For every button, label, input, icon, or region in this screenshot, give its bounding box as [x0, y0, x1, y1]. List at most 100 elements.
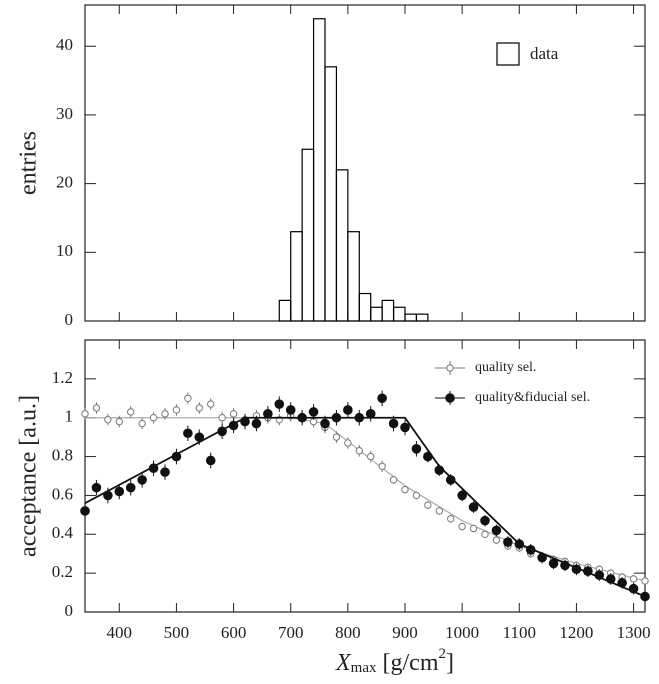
- x-tick-label: 900: [392, 623, 418, 642]
- x-tick-label: 1300: [617, 623, 651, 642]
- y-tick-label: 0: [65, 601, 74, 620]
- data-point: [629, 575, 638, 583]
- x-axis-label: Xmax [g/cm2]: [335, 646, 454, 676]
- data-point: [640, 591, 650, 602]
- data-point: [194, 432, 205, 442]
- x-tick-label: 500: [164, 623, 190, 642]
- histogram-bar: [312, 18, 326, 322]
- data-point: [184, 394, 192, 402]
- data-point: [571, 564, 582, 575]
- legend-label: quality&fiducial sel.: [475, 390, 590, 405]
- histogram-bar: [381, 299, 395, 322]
- data-point: [560, 560, 570, 571]
- legend-label: data: [530, 44, 559, 63]
- bottom-frame: [84, 339, 646, 613]
- data-point: [171, 451, 182, 462]
- histogram-bar: [290, 231, 303, 322]
- data-point: [389, 476, 398, 484]
- data-point: [594, 570, 605, 580]
- data-point: [412, 491, 421, 500]
- data-point: [641, 577, 649, 585]
- data-point: [114, 486, 125, 497]
- x-tick-label: 600: [221, 623, 247, 642]
- y-tick-label: 30: [56, 104, 73, 123]
- y-tick-label: 1.2: [52, 368, 73, 387]
- data-point: [218, 414, 226, 422]
- data-point: [411, 444, 422, 454]
- data-point: [115, 417, 123, 426]
- histogram-bar: [324, 66, 338, 322]
- x-tick-label: 1100: [503, 623, 536, 642]
- histogram-bar: [404, 313, 418, 322]
- y-tick-label: 0.6: [52, 484, 73, 503]
- histogram-bar: [301, 148, 315, 322]
- data-point: [617, 578, 627, 588]
- data-point: [605, 574, 616, 584]
- data-point: [160, 467, 170, 477]
- data-point: [377, 393, 387, 404]
- x-label-unit: [g/cm: [383, 650, 439, 676]
- data-point: [148, 463, 159, 474]
- legend-marker: [446, 364, 454, 372]
- data-point: [195, 404, 203, 412]
- data-point: [355, 447, 363, 455]
- x-label-sub: max: [351, 660, 377, 676]
- data-point: [525, 545, 536, 555]
- data-point: [161, 410, 169, 418]
- data-point: [434, 465, 445, 475]
- legend-label: quality sel.: [475, 360, 536, 375]
- data-point: [468, 502, 479, 512]
- data-point: [423, 451, 433, 462]
- data-point: [207, 400, 215, 408]
- x-tick-label: 800: [335, 623, 361, 642]
- data-point: [92, 404, 101, 412]
- data-point: [308, 407, 319, 417]
- y-tick-label: 20: [56, 173, 73, 192]
- data-point: [481, 530, 489, 538]
- data-point: [320, 418, 330, 429]
- histogram-bar: [392, 306, 406, 322]
- histogram-bar: [335, 169, 349, 322]
- data-point: [149, 414, 158, 422]
- data-point: [503, 537, 513, 547]
- x-label-symbol: X: [335, 650, 352, 676]
- data-point: [458, 522, 466, 531]
- y-axis-label: acceptance [a.u.]: [16, 395, 42, 557]
- data-point: [80, 506, 90, 516]
- data-point: [344, 439, 352, 447]
- data-point: [365, 409, 376, 419]
- data-point: [228, 420, 239, 431]
- x-tick-label: 400: [107, 623, 133, 642]
- data-point: [297, 412, 307, 423]
- data-point: [137, 475, 147, 485]
- data-point: [628, 583, 639, 594]
- histogram-bar: [347, 231, 360, 322]
- data-point: [229, 410, 238, 418]
- histogram-bar: [370, 306, 383, 322]
- data-point: [172, 406, 181, 414]
- x-tick-label: 700: [278, 623, 304, 642]
- data-point: [492, 536, 501, 544]
- data-point: [435, 507, 443, 515]
- data-point: [491, 525, 502, 536]
- histogram-bar: [358, 292, 372, 322]
- data-point: [332, 433, 341, 441]
- y-tick-label: 0.8: [52, 445, 73, 464]
- y-tick-label: 0: [65, 310, 74, 329]
- data-point: [240, 416, 250, 427]
- data-point: [343, 405, 353, 415]
- data-point: [514, 539, 525, 549]
- data-point: [548, 558, 559, 569]
- data-point: [388, 418, 399, 429]
- data-point: [424, 501, 432, 509]
- data-point: [480, 515, 490, 526]
- data-point: [104, 415, 112, 424]
- data-point: [274, 399, 285, 409]
- data-point: [445, 475, 456, 485]
- data-point: [469, 524, 478, 533]
- y-tick-label: 0.4: [52, 523, 74, 542]
- data-point: [447, 515, 455, 523]
- data-point: [91, 482, 102, 493]
- data-point: [400, 422, 410, 433]
